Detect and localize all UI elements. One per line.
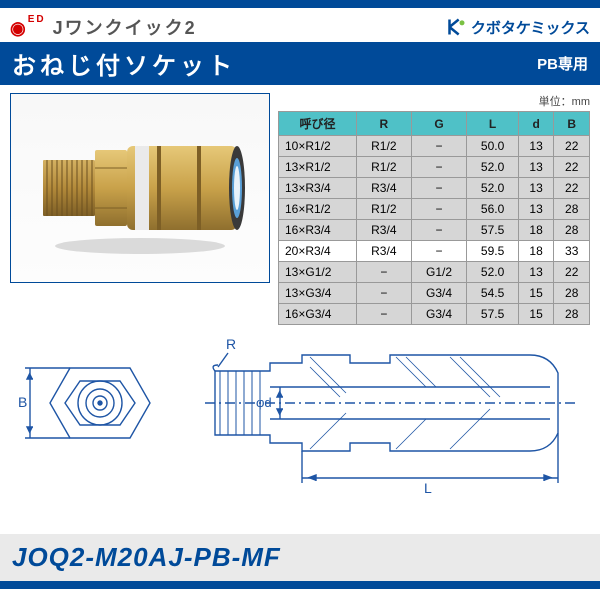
table-cell: R3/4 — [357, 178, 412, 199]
table-cell: R3/4 — [357, 241, 412, 262]
product-photo-svg — [25, 118, 255, 258]
table-cell: 16×R1/2 — [279, 199, 357, 220]
table-cell: R3/4 — [357, 220, 412, 241]
table-row: 20×R3/4R3/4−59.51833 — [279, 241, 590, 262]
table-cell: 28 — [554, 199, 590, 220]
header-row: ◉ED Jワンクイック2 クボタケミックス — [0, 8, 600, 42]
table-cell: 13×G1/2 — [279, 262, 357, 283]
diagram-area: B — [0, 329, 600, 534]
spec-th: 呼び径 — [279, 112, 357, 136]
technical-diagram: B — [10, 333, 590, 523]
table-row: 16×G3/4−G3/457.51528 — [279, 304, 590, 325]
spec-table-wrap: 単位：mm 呼び径RGLdB 10×R1/2R1/2−50.0132213×R1… — [278, 93, 590, 325]
table-cell: − — [411, 136, 467, 157]
table-cell: 33 — [554, 241, 590, 262]
product-title: おねじ付ソケット — [12, 46, 236, 81]
company-brand: クボタケミックス — [447, 17, 590, 38]
table-cell: 57.5 — [467, 220, 518, 241]
title-band: おねじ付ソケット PB専用 — [0, 42, 600, 85]
table-cell: 56.0 — [467, 199, 518, 220]
table-cell: 52.0 — [467, 262, 518, 283]
spec-th: L — [467, 112, 518, 136]
table-row: 16×R1/2R1/2−56.01328 — [279, 199, 590, 220]
table-cell: 13 — [518, 136, 554, 157]
table-cell: R1/2 — [357, 136, 412, 157]
table-cell: 50.0 — [467, 136, 518, 157]
table-cell: 22 — [554, 262, 590, 283]
table-cell: 16×R3/4 — [279, 220, 357, 241]
table-cell: 18 — [518, 220, 554, 241]
company-name: クボタケミックス — [471, 17, 590, 38]
table-cell: G1/2 — [411, 262, 467, 283]
diagram-label-b: B — [18, 394, 27, 410]
table-cell: − — [411, 241, 467, 262]
diagram-label-l: L — [424, 480, 432, 496]
table-row: 16×R3/4R3/4−57.51828 — [279, 220, 590, 241]
bottom-bar — [0, 581, 600, 589]
table-cell: 22 — [554, 157, 590, 178]
company-logo-icon — [447, 17, 467, 37]
table-cell: 52.0 — [467, 178, 518, 199]
table-row: 13×R1/2R1/2−52.01322 — [279, 157, 590, 178]
table-cell: 10×R1/2 — [279, 136, 357, 157]
brand-series: ◉ED Jワンクイック2 — [10, 14, 197, 40]
table-row: 10×R1/2R1/2−50.01322 — [279, 136, 590, 157]
top-bar — [0, 0, 600, 8]
table-cell: 13×R3/4 — [279, 178, 357, 199]
spec-table: 呼び径RGLdB 10×R1/2R1/2−50.0132213×R1/2R1/2… — [278, 111, 590, 325]
table-cell: 15 — [518, 283, 554, 304]
spec-th: R — [357, 112, 412, 136]
diagram-label-r: R — [226, 336, 236, 352]
brand-dot-icon: ◉ — [10, 18, 28, 38]
table-cell: − — [411, 199, 467, 220]
table-cell: 57.5 — [467, 304, 518, 325]
table-row: 13×G1/2−G1/252.01322 — [279, 262, 590, 283]
brand-series-text: Jワンクイック2 — [53, 18, 197, 38]
table-cell: − — [357, 283, 412, 304]
table-cell: 52.0 — [467, 157, 518, 178]
spec-th: G — [411, 112, 467, 136]
table-cell: 13×G3/4 — [279, 283, 357, 304]
table-cell: 13×R1/2 — [279, 157, 357, 178]
unit-label: 単位：mm — [278, 93, 590, 109]
table-cell: 15 — [518, 304, 554, 325]
table-cell: 13 — [518, 157, 554, 178]
table-cell: 59.5 — [467, 241, 518, 262]
table-row: 13×G3/4−G3/454.51528 — [279, 283, 590, 304]
table-cell: R1/2 — [357, 157, 412, 178]
table-cell: 18 — [518, 241, 554, 262]
table-row: 13×R3/4R3/4−52.01322 — [279, 178, 590, 199]
table-cell: − — [357, 304, 412, 325]
table-cell: G3/4 — [411, 304, 467, 325]
table-cell: 22 — [554, 178, 590, 199]
table-cell: 28 — [554, 220, 590, 241]
product-subtitle: PB専用 — [537, 53, 588, 74]
table-cell: 54.5 — [467, 283, 518, 304]
table-cell: − — [411, 157, 467, 178]
table-cell: 13 — [518, 199, 554, 220]
table-cell: 13 — [518, 178, 554, 199]
table-cell: 28 — [554, 304, 590, 325]
table-cell: 20×R3/4 — [279, 241, 357, 262]
spec-th: B — [554, 112, 590, 136]
table-cell: − — [411, 220, 467, 241]
table-cell: 22 — [554, 136, 590, 157]
table-cell: R1/2 — [357, 199, 412, 220]
table-cell: 16×G3/4 — [279, 304, 357, 325]
product-photo — [10, 93, 270, 283]
table-cell: − — [411, 178, 467, 199]
content-row: 単位：mm 呼び径RGLdB 10×R1/2R1/2−50.0132213×R1… — [0, 85, 600, 329]
table-cell: 28 — [554, 283, 590, 304]
model-number: JOQ2-M20AJ-PB-MF — [12, 542, 588, 573]
table-cell: G3/4 — [411, 283, 467, 304]
table-cell: 13 — [518, 262, 554, 283]
diagram-label-phid: φd — [256, 395, 272, 410]
table-cell: − — [357, 262, 412, 283]
model-bar: JOQ2-M20AJ-PB-MF — [0, 534, 600, 581]
spec-th: d — [518, 112, 554, 136]
